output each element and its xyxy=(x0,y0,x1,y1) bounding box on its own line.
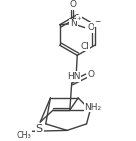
Text: −: − xyxy=(94,17,101,27)
Text: O: O xyxy=(88,70,95,79)
Text: Cl: Cl xyxy=(80,42,89,51)
Text: HN: HN xyxy=(67,72,80,81)
Text: +: + xyxy=(77,16,81,21)
Text: CH₃: CH₃ xyxy=(16,131,31,140)
Text: NH₂: NH₂ xyxy=(84,103,102,112)
Text: O: O xyxy=(88,23,95,32)
Text: N: N xyxy=(70,19,77,28)
Text: S: S xyxy=(36,125,43,135)
Text: O: O xyxy=(69,0,76,9)
